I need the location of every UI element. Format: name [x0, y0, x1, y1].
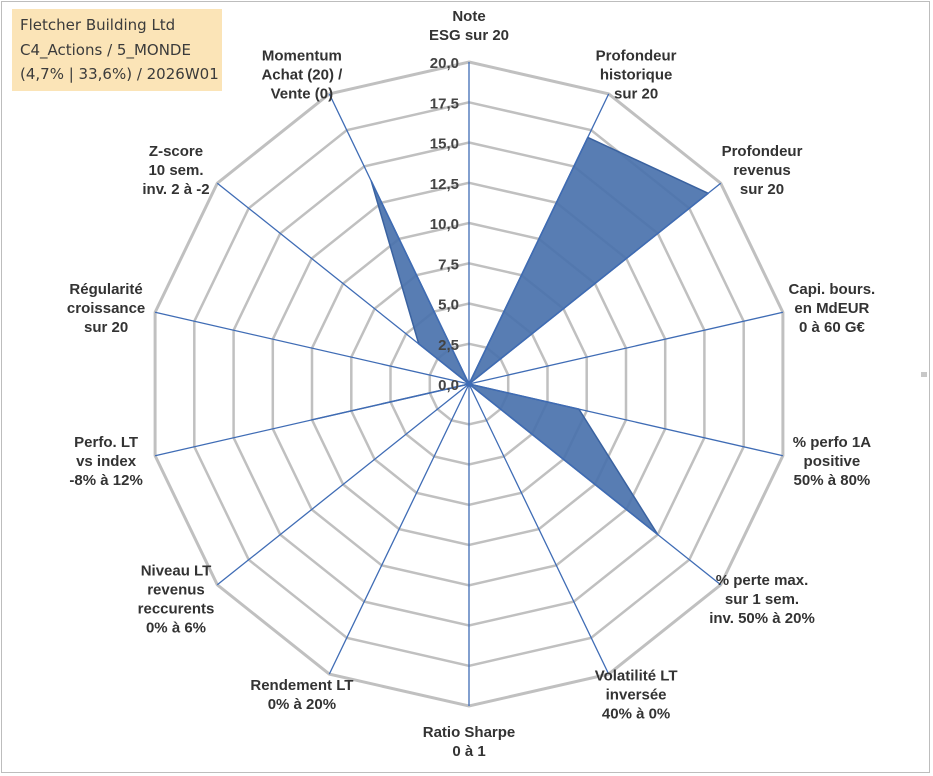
- axis-label-0: Note: [452, 8, 485, 25]
- tick-label: 0,0: [438, 377, 459, 394]
- spoke-12: [216, 182, 470, 385]
- axis-labels: Note ESG sur 20 Profondeur historique sur 20…: [67, 8, 875, 760]
- tick-label: 2,5: [438, 337, 459, 354]
- tick-label: 20,0: [430, 55, 459, 72]
- spoke-1: [468, 93, 610, 385]
- spoke-2: [468, 182, 722, 385]
- axis-label-10: Perfo. LT: [74, 434, 138, 451]
- axis-label-5: % perte max.: [716, 572, 809, 589]
- axis-label-1: sur 20: [614, 86, 658, 103]
- radial-tick-labels: 0,0 2,5 5,0 7,5 10,0 12,5 15,0 17,5 20,0: [430, 55, 459, 394]
- axis-label-7: Ratio Sharpe: [423, 724, 516, 741]
- title-box: Fletcher Building Ltd C4_Actions / 5_MON…: [12, 9, 222, 91]
- axis-label-7: 0 à 1: [452, 743, 485, 760]
- axis-label-1: historique: [600, 67, 673, 84]
- axis-label-3: Capi. bours.: [789, 281, 876, 298]
- axis-label-2: revenus: [733, 162, 791, 179]
- spoke-10: [154, 383, 470, 457]
- axis-label-0: ESG sur 20: [429, 27, 509, 44]
- tick-label: 12,5: [430, 176, 459, 193]
- axis-label-9: 0% à 6%: [146, 620, 206, 637]
- axis-label-2: sur 20: [740, 181, 784, 198]
- axis-label-9: Niveau LT: [141, 563, 212, 580]
- axis-label-12: Z-score: [149, 143, 203, 160]
- spoke-3: [468, 311, 784, 385]
- axis-label-4: % perfo 1A: [793, 434, 872, 451]
- period-info: (4,7% | 33,6%) / 2026W01: [20, 65, 219, 83]
- company-name: Fletcher Building Ltd: [20, 16, 176, 34]
- spoke-9: [216, 383, 470, 586]
- axis-label-9: revenus: [147, 582, 205, 599]
- axis-label-6: Volatilité LT: [595, 667, 678, 684]
- scrollbar-marker[interactable]: [921, 372, 927, 377]
- series-area-0: [311, 136, 709, 536]
- portfolio-name: C4_Actions / 5_MONDE: [20, 40, 191, 59]
- axis-label-2: Profondeur: [722, 143, 803, 160]
- axis-label-5: inv. 50% à 20%: [709, 610, 815, 627]
- axis-label-3: en MdEUR: [794, 300, 869, 317]
- axis-label-9: reccurents: [138, 601, 215, 618]
- spoke-8: [328, 383, 470, 675]
- tick-label: 17,5: [430, 95, 459, 112]
- axis-label-4: 50% à 80%: [794, 472, 871, 489]
- tick-label: 5,0: [438, 297, 459, 314]
- tick-label: 7,5: [438, 256, 459, 273]
- axis-label-10: vs index: [76, 453, 137, 470]
- axis-label-13: Achat (20) /: [261, 67, 343, 84]
- axis-label-6: inversée: [606, 686, 667, 703]
- axis-label-13: Vente (0): [271, 86, 334, 103]
- spoke-11: [154, 311, 470, 385]
- tick-label: 10,0: [430, 216, 459, 233]
- axis-label-10: -8% à 12%: [69, 472, 142, 489]
- axis-label-11: sur 20: [84, 319, 128, 336]
- axis-label-11: Régularité: [69, 281, 142, 298]
- radar-spokes: [154, 62, 784, 706]
- axis-label-5: sur 1 sem.: [725, 591, 799, 608]
- spoke-6: [468, 383, 610, 675]
- axis-label-13: Momentum: [262, 48, 342, 65]
- axis-label-8: Rendement LT: [250, 677, 353, 694]
- axis-label-4: positive: [804, 453, 861, 470]
- spoke-5: [468, 383, 722, 586]
- axis-label-1: Profondeur: [596, 48, 677, 65]
- axis-label-12: inv. 2 à -2: [142, 181, 209, 198]
- radar-series: [311, 136, 709, 536]
- axis-label-6: 40% à 0%: [602, 705, 670, 722]
- tick-label: 15,0: [430, 136, 459, 153]
- axis-label-11: croissance: [67, 300, 145, 317]
- axis-label-8: 0% à 20%: [268, 696, 336, 713]
- axis-label-12: 10 sem.: [148, 162, 203, 179]
- spoke-13: [328, 93, 470, 385]
- axis-label-3: 0 à 60 G€: [799, 319, 866, 336]
- spoke-4: [468, 383, 784, 457]
